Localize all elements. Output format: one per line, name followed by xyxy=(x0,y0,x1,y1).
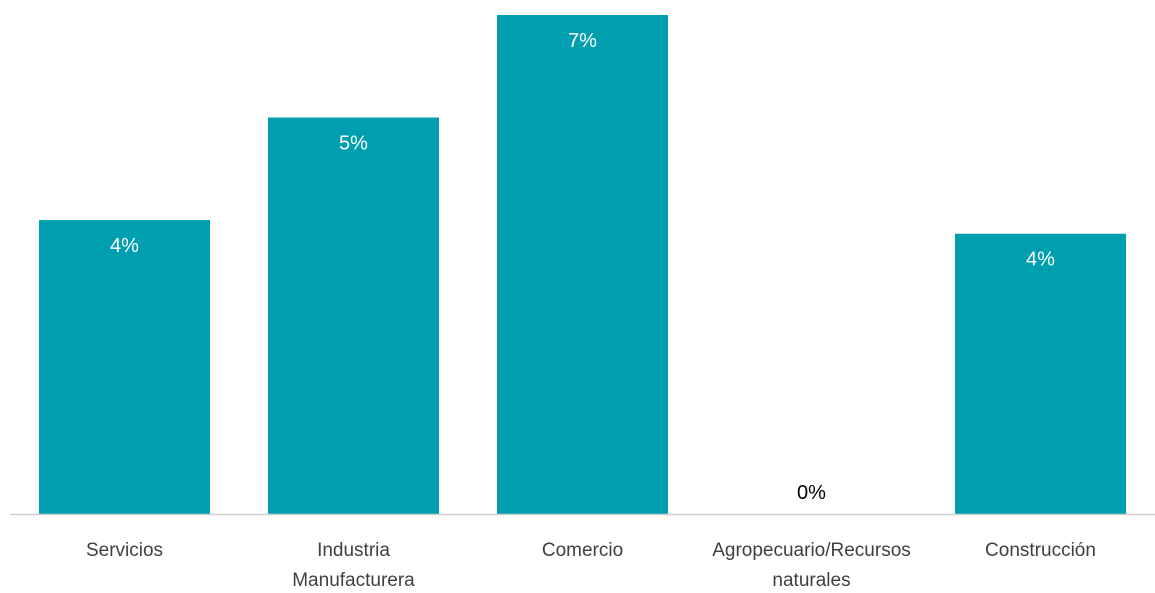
category-labels-layer: Servicios Industria Manufacturera Comercio A… xyxy=(86,540,1096,591)
category-label-line: Comercio xyxy=(542,540,623,561)
data-label-4: 4% xyxy=(1026,249,1055,271)
data-label-2: 7% xyxy=(568,30,597,52)
category-label-line: Manufacturera xyxy=(292,570,415,591)
data-label-0: 4% xyxy=(110,235,139,257)
category-label-line: Industria xyxy=(317,540,390,561)
data-labels-layer: 4% 5% 7% 0% 4% xyxy=(110,30,1055,504)
bar-4 xyxy=(955,233,1126,514)
bar-1 xyxy=(268,117,439,515)
category-label-line: Agropecuario/Recursos xyxy=(712,540,911,561)
bar-2 xyxy=(497,15,668,514)
category-label-1: Industria Manufacturera xyxy=(292,540,415,591)
bars-layer xyxy=(39,15,1126,515)
category-label-line: naturales xyxy=(772,570,850,591)
category-label-2: Comercio xyxy=(542,540,623,561)
category-label-line: Servicios xyxy=(86,540,163,561)
category-label-4: Construcción xyxy=(985,540,1096,561)
bar-0 xyxy=(39,220,210,515)
data-label-1: 5% xyxy=(339,133,368,155)
category-label-line: Construcción xyxy=(985,540,1096,561)
category-label-0: Servicios xyxy=(86,540,163,561)
category-label-3: Agropecuario/Recursos naturales xyxy=(712,540,911,591)
data-label-3: 0% xyxy=(797,482,826,504)
